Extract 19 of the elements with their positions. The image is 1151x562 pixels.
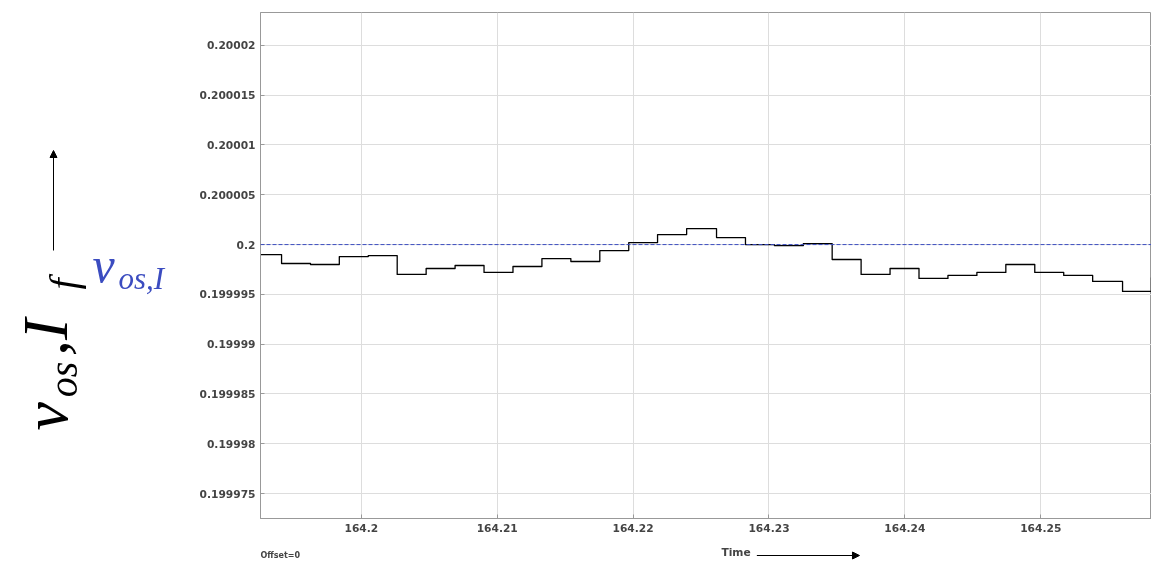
x-tick-label: 164.25 (1020, 521, 1062, 535)
y-tick-label: 0.200015 (199, 89, 256, 103)
y-tick-label: 0.199995 (199, 288, 256, 302)
x-axis-title: Time (721, 545, 751, 559)
y-axis-title: vos,If (10, 273, 86, 431)
y-tick-label: 0.20001 (206, 138, 256, 152)
text: Offset=0 (260, 550, 301, 560)
y-tick-label: 0.19999 (206, 338, 256, 352)
x-tick-label: 164.22 (612, 521, 654, 535)
x-tick-label: 164.21 (476, 521, 518, 535)
y-tick-label: 0.200005 (199, 188, 256, 202)
x-tick-label: 164.2 (344, 521, 379, 535)
y-tick-label: 0.199985 (199, 387, 256, 401)
y-tick-label: 0.2 (236, 238, 256, 252)
x-tick-label: 164.24 (884, 521, 926, 535)
x-tick-label: 164.23 (748, 521, 790, 535)
y-tick-label: 0.19998 (206, 437, 256, 451)
y-tick-label: 0.20002 (206, 39, 256, 53)
y-tick-label: 0.199975 (199, 487, 256, 501)
